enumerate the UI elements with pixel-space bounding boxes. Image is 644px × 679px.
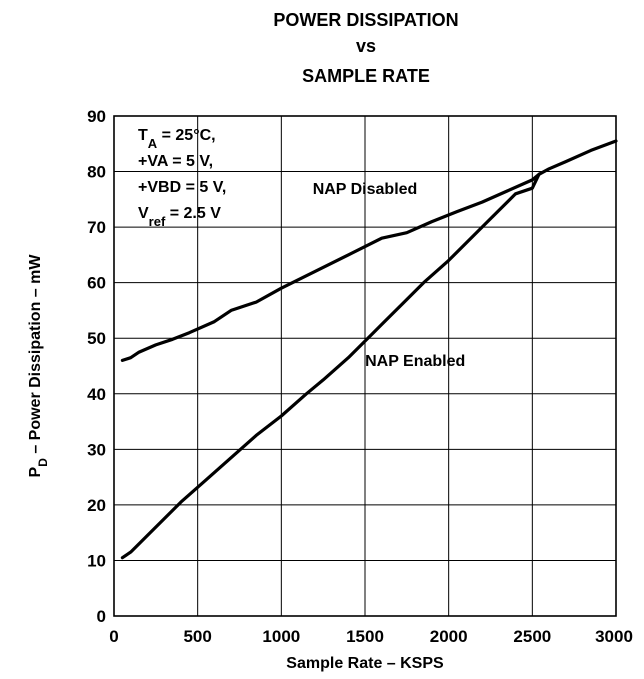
condition-line-1: TA = 25°C, (138, 127, 216, 151)
y-axis-label-sub: D (36, 458, 50, 467)
series-label-nap-disabled: NAP Disabled (313, 181, 418, 198)
x-tick-label: 2500 (513, 627, 551, 646)
condition-line-3: +VBD = 5 V, (138, 179, 226, 196)
y-tick-label: 30 (87, 440, 106, 459)
y-tick-label: 0 (97, 607, 106, 626)
y-tick-label: 60 (87, 274, 106, 293)
x-axis-label: Sample Rate – KSPS (286, 655, 444, 672)
plot-frame (113, 115, 617, 617)
series-label-nap-enabled: NAP Enabled (365, 353, 465, 370)
x-tick-labels: 0 500 1000 1500 2000 2500 3000 (109, 627, 633, 646)
y-tick-label: 40 (87, 385, 106, 404)
x-tick-label: 1000 (262, 627, 300, 646)
x-tick-label: 0 (109, 627, 118, 646)
series-line-nap-disabled (120, 139, 618, 362)
y-axis-label-main: P (27, 466, 44, 477)
chart-title: POWER DISSIPATION vs SAMPLE RATE (273, 10, 458, 86)
y-tick-label: 10 (87, 551, 106, 570)
y-tick-label: 20 (87, 496, 106, 515)
series-labels: NAP Disabled NAP Enabled (313, 181, 466, 370)
y-tick-label: 80 (87, 163, 106, 182)
series-lines (120, 139, 618, 560)
y-tick-label: 50 (87, 329, 106, 348)
y-tick-label: 90 (87, 107, 106, 126)
condition-line-4: Vref = 2.5 V (138, 205, 221, 229)
x-tick-label: 3000 (595, 627, 633, 646)
chart-title-line-2: vs (356, 36, 376, 56)
test-conditions: TA = 25°C, +VA = 5 V, +VBD = 5 V, Vref = 2.… (138, 127, 226, 229)
x-tick-label: 2000 (430, 627, 468, 646)
grid (114, 116, 616, 616)
y-tick-label: 70 (87, 218, 106, 237)
y-axis-label: PD – Power Dissipation – mW (27, 254, 50, 478)
condition-line-2: +VA = 5 V, (138, 153, 213, 170)
x-tick-label: 500 (183, 627, 211, 646)
y-axis-label-rest: – Power Dissipation – mW (27, 254, 44, 459)
series-line-nap-enabled (120, 172, 541, 560)
chart-title-line-3: SAMPLE RATE (302, 66, 430, 86)
y-tick-labels: 0 10 20 30 40 50 60 70 80 90 (87, 107, 106, 626)
chart-title-line-1: POWER DISSIPATION (273, 10, 458, 30)
x-tick-label: 1500 (346, 627, 384, 646)
